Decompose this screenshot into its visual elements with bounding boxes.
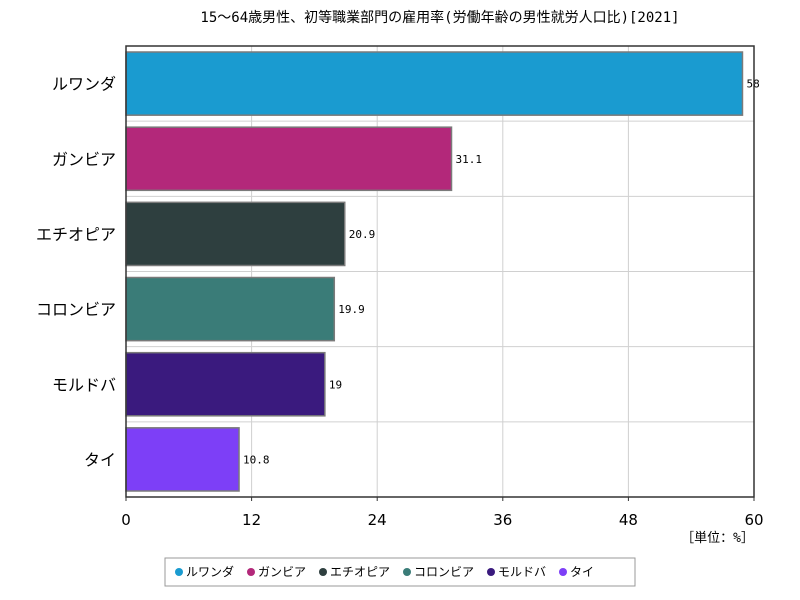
chart-title: 15～64歳男性、初等職業部門の雇用率(労働年齢の男性就労人口比)[2021] bbox=[200, 9, 679, 26]
legend-label: ガンビア bbox=[258, 565, 306, 579]
legend-label: ルワンダ bbox=[186, 564, 234, 579]
legend-marker bbox=[559, 568, 567, 576]
value-label: 19.9 bbox=[338, 303, 365, 316]
legend-label: モルドバ bbox=[498, 565, 546, 579]
legend-label: タイ bbox=[570, 565, 594, 579]
legend-label: コロンビア bbox=[414, 565, 474, 579]
legend-marker bbox=[487, 568, 495, 576]
x-tick-label: 24 bbox=[368, 511, 387, 529]
value-label: 58 bbox=[746, 78, 759, 91]
legend-box bbox=[164, 557, 636, 587]
x-tick-label: 12 bbox=[242, 511, 261, 529]
legend-label: エチオピア bbox=[330, 565, 390, 579]
x-tick-label: 0 bbox=[121, 511, 131, 529]
bar bbox=[125, 201, 346, 267]
plot-frame bbox=[125, 45, 755, 498]
category-label: コロンビア bbox=[36, 300, 116, 319]
legend: ルワンダ ガンビア エチオピア コロンビア モルドバ タイ bbox=[164, 557, 636, 587]
plot-area: ルワンダ 58 ガンビア 31.1 エチオピア 20.9 コロンビア 19.9 モルドバ 19 タイ… bbox=[36, 45, 764, 529]
legend-marker bbox=[403, 568, 411, 576]
x-tick-label: 60 bbox=[744, 511, 763, 529]
value-label: 20.9 bbox=[349, 228, 376, 241]
x-tick-label: 48 bbox=[619, 511, 638, 529]
unit-label: ［単位：%］ bbox=[681, 530, 754, 546]
legend-marker bbox=[319, 568, 327, 576]
category-label: ガンビア bbox=[52, 150, 116, 169]
bar bbox=[125, 427, 240, 492]
value-label: 19 bbox=[329, 378, 342, 391]
bar bbox=[125, 351, 326, 417]
value-label: 31.1 bbox=[456, 153, 483, 166]
legend-marker bbox=[247, 568, 255, 576]
category-label: ルワンダ bbox=[52, 75, 116, 94]
category-label: モルドバ bbox=[52, 375, 116, 394]
legend-marker bbox=[175, 568, 183, 576]
category-label: エチオピア bbox=[36, 225, 116, 244]
category-label: タイ bbox=[84, 450, 116, 469]
bar bbox=[125, 126, 453, 192]
bar bbox=[125, 276, 336, 342]
x-tick-label: 36 bbox=[493, 511, 512, 529]
bar bbox=[125, 51, 744, 116]
value-label: 10.8 bbox=[243, 453, 269, 466]
